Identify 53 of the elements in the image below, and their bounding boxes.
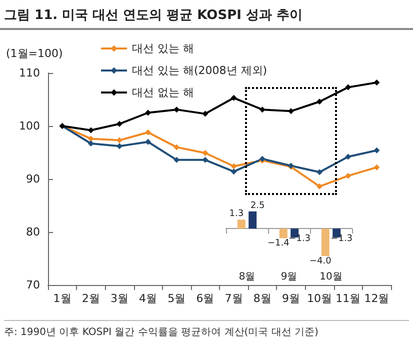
point: [88, 127, 94, 134]
point: [202, 110, 208, 117]
data-label: −1.3: [288, 234, 311, 244]
legend-label: 대선 있는 해(2008년 제외): [132, 64, 268, 77]
data-label: 2.5: [250, 200, 265, 211]
point: [145, 138, 152, 145]
y-tick-label: 100: [19, 120, 40, 132]
y-tick-label: 70: [26, 278, 40, 292]
data-label: 1.3: [229, 209, 244, 220]
point: [374, 80, 380, 86]
x-tick-label: 11월: [336, 292, 361, 305]
data-label: −4.0: [309, 256, 332, 266]
point: [374, 164, 380, 170]
legend-label: 대선 없는 해: [132, 86, 194, 99]
x-tick-label: 10월: [307, 292, 332, 305]
point: [316, 183, 323, 190]
legend-label: 대선 있는 해: [132, 42, 194, 55]
point: [316, 98, 323, 105]
data-label: −1.4: [267, 238, 290, 249]
x-tick-label: 3월: [110, 292, 128, 305]
x-tick-label: 10월: [320, 272, 342, 282]
y-tick-label: 80: [26, 226, 40, 238]
y-tick-label: 90: [26, 172, 40, 186]
x-tick-label: 9월: [280, 272, 298, 282]
x-tick-label: 2월: [82, 292, 100, 305]
data-label: −1.3: [330, 234, 353, 244]
point: [116, 120, 122, 127]
point: [202, 150, 208, 156]
text: 주: 1990년 이후 KOSPI 월간 수익률을 평균하여 계산(미국 대선 기준): [4, 326, 320, 339]
point: [230, 163, 237, 170]
point: [345, 154, 352, 160]
x-tick-label: 8월: [253, 292, 272, 305]
point: [259, 106, 266, 113]
x-tick-label: 8월: [238, 272, 256, 282]
point: [230, 168, 237, 175]
point: [230, 94, 237, 101]
point: [316, 169, 323, 176]
x-tick-label: 9월: [282, 292, 300, 305]
x-tick-label: 5월: [168, 292, 186, 305]
x-tick-label: 12월: [364, 292, 390, 305]
point: [345, 84, 352, 90]
point: [345, 172, 352, 179]
y-tick-label: 110: [19, 66, 40, 80]
x-tick-label: 6월: [196, 292, 214, 305]
chart-title: 그림 11. 미국 대선 연도의 평균 KOSPI 성과 추이: [4, 7, 303, 24]
x-tick-label: 7월: [224, 292, 243, 305]
y-axis-title: (1월=100): [6, 47, 63, 60]
point: [88, 140, 94, 146]
point: [145, 129, 152, 136]
point: [374, 147, 380, 154]
point: [174, 144, 180, 150]
x-tick-label: 1월: [53, 292, 72, 305]
x-tick-label: 4월: [139, 292, 158, 305]
